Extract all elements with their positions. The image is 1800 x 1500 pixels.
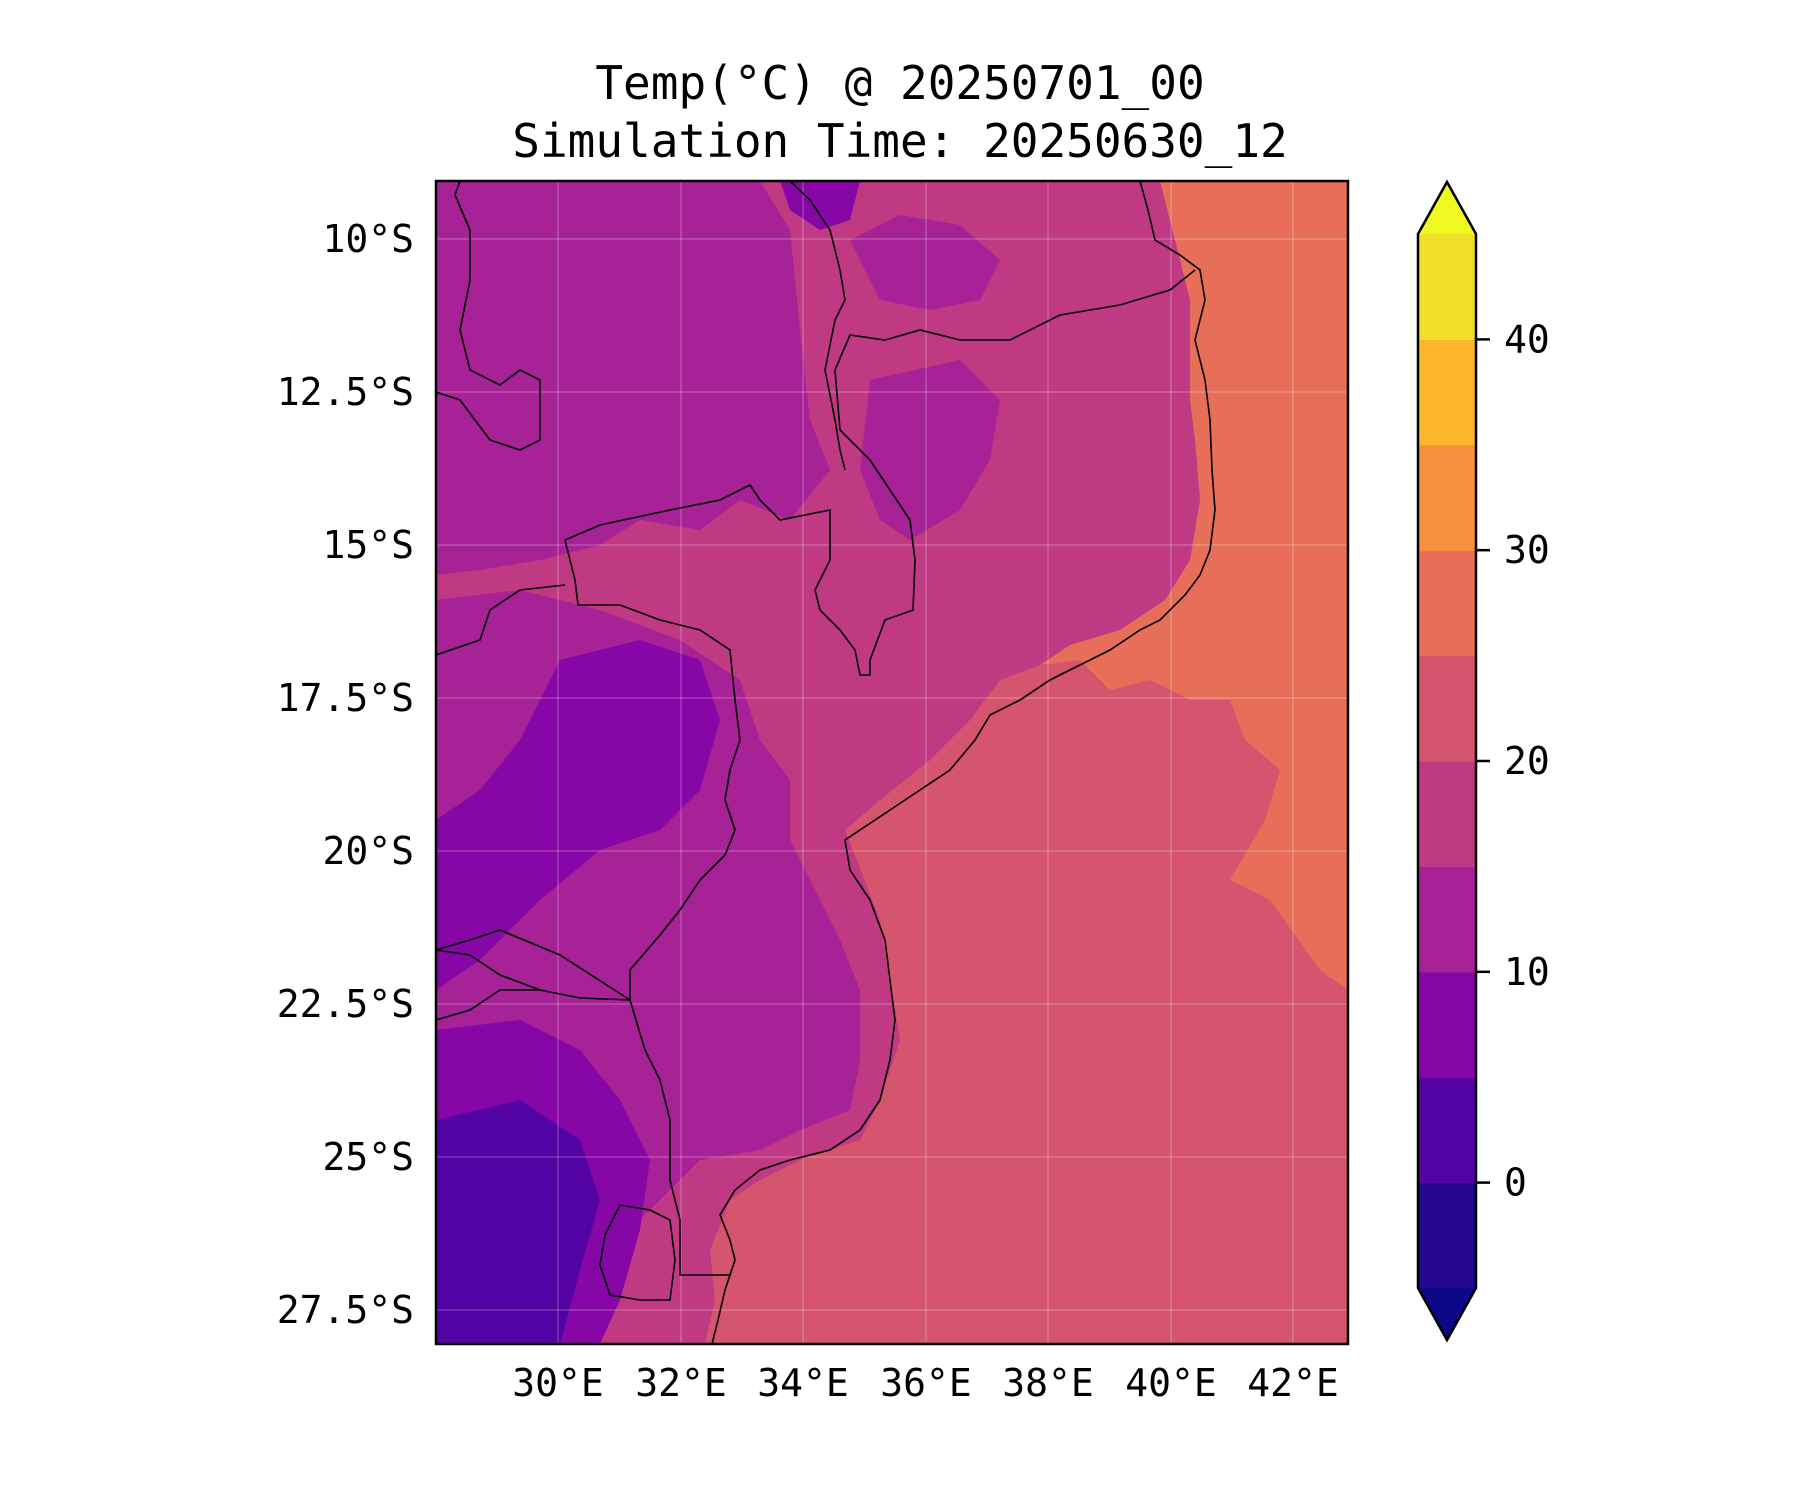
- colorbar-band-7: [1418, 444, 1476, 551]
- colorbar-band-2: [1418, 971, 1476, 1078]
- lon-tick-32e: 32°E: [635, 1361, 727, 1405]
- lat-tick-27-5s: 27.5°S: [277, 1288, 414, 1332]
- land-10-15-niassa: [860, 360, 1000, 540]
- country-borders: [564, 269, 1196, 1276]
- map-axes: [434, 179, 1350, 1346]
- colorbar: 0 10 20 30 40: [1416, 179, 1550, 1343]
- colorbar-band-3: [1418, 866, 1476, 973]
- lat-tick-22-5s: 22.5°S: [277, 982, 414, 1026]
- colorbar-outline: [1416, 179, 1478, 1343]
- lon-tick-36e: 36°E: [880, 1361, 972, 1405]
- land-10-15-north: [436, 181, 830, 575]
- colorbar-band-5: [1418, 655, 1476, 762]
- lat-tick-25s: 25°S: [322, 1135, 414, 1179]
- lon-tick-labels: 30°E 32°E 34°E 36°E 38°E 40°E 42°E: [512, 1361, 1339, 1405]
- lat-tick-labels: 10°S 12.5°S 15°S 17.5°S 20°S 22.5°S 25°S…: [277, 217, 414, 1332]
- sa-border: [436, 949, 541, 991]
- lake-malawi-shore: [789, 181, 846, 471]
- colorbar-tick-label-3: 30: [1504, 528, 1550, 572]
- lat-tick-12-5s: 12.5°S: [277, 370, 414, 414]
- map-title: Temp(°C) @ 20250701_00: [595, 56, 1205, 110]
- zimbabwe-border: [436, 584, 631, 1021]
- lon-tick-40e: 40°E: [1125, 1361, 1217, 1405]
- colorbar-band-4: [1418, 761, 1476, 867]
- lat-tick-10s: 10°S: [322, 217, 414, 261]
- lat-tick-17-5s: 17.5°S: [277, 676, 414, 720]
- map-frame: [434, 179, 1350, 1346]
- colorbar-band-1: [1418, 1077, 1476, 1184]
- map-subtitle: Simulation Time: 20250630_12: [512, 114, 1288, 168]
- colorbar-under-triangle: [1418, 1288, 1476, 1340]
- colorbar-tick-label-0: 0: [1504, 1161, 1527, 1205]
- colorbar-over-triangle: [1418, 182, 1476, 234]
- colorbar-tick-label-1: 10: [1504, 950, 1550, 994]
- zambia-border: [436, 181, 541, 451]
- lon-tick-38e: 38°E: [1002, 1361, 1094, 1405]
- lon-tick-42e: 42°E: [1247, 1361, 1339, 1405]
- lat-tick-20s: 20°S: [322, 829, 414, 873]
- colorbar-tick-label-4: 40: [1504, 317, 1550, 361]
- lat-tick-15s: 15°S: [322, 523, 414, 567]
- colorbar-band-8: [1418, 339, 1476, 446]
- colorbar-band-0: [1418, 1182, 1476, 1289]
- land-0-5-south: [436, 1100, 600, 1344]
- temperature-field: [436, 181, 1348, 1344]
- land-10-15-lichinga: [850, 215, 1000, 310]
- colorbar-tick-label-2: 20: [1504, 739, 1550, 783]
- colorbar-band-6: [1418, 550, 1476, 657]
- ocean-25-30-band: [1040, 181, 1348, 990]
- lon-tick-34e: 34°E: [757, 1361, 849, 1405]
- coastline: [711, 181, 1216, 1344]
- grid-lines: [436, 181, 1348, 1344]
- land-5-10-zimbabwe: [436, 640, 720, 990]
- lon-tick-30e: 30°E: [512, 1361, 604, 1405]
- colorbar-band-9: [1418, 234, 1476, 340]
- land-5-10-lake-highlands: [780, 181, 860, 230]
- eswatini-border: [599, 1204, 676, 1301]
